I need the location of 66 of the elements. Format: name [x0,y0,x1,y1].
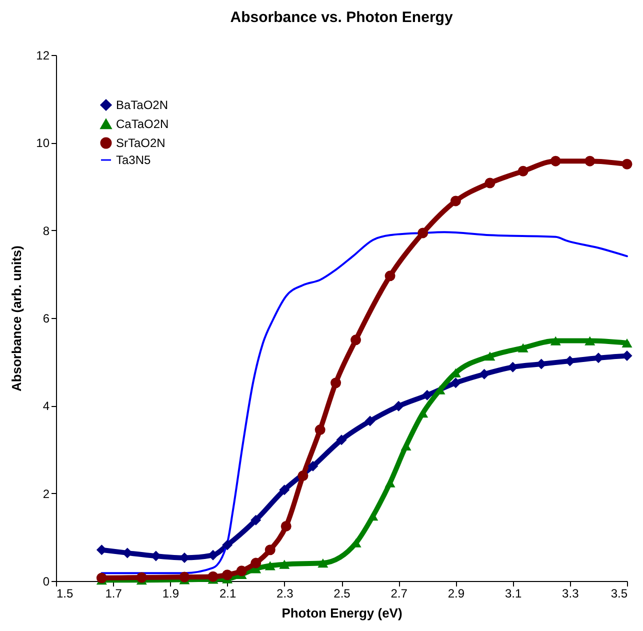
point [222,540,233,550]
point [550,156,561,166]
point [418,228,428,238]
x-tick-label: 2.7 [390,586,408,600]
y-tick-label: 0 [42,574,50,588]
y-tick-label: 8 [42,224,50,238]
chart-title: Absorbance vs. Photon Energy [230,9,454,26]
point [136,572,147,583]
x-tick-label: 1.5 [56,586,74,600]
point [484,178,496,188]
point [330,378,342,388]
point [279,560,290,569]
point [350,334,362,346]
y-axis-title: Absorbance (arb. units) [9,246,24,392]
point [179,572,190,582]
point [384,270,396,282]
point [298,470,308,482]
legend-label: Ta3N5 [116,153,152,167]
point [208,571,218,582]
point [336,434,347,446]
x-tick-label: 1.7 [105,586,122,600]
point [264,544,276,556]
x-tick-label: 2.1 [219,586,236,600]
point [264,561,276,570]
x-axis-title: Photon Energy (eV) [282,606,402,620]
point [450,196,461,206]
legend-label: SrTaO2N [116,136,166,150]
point [364,416,376,426]
point [622,338,632,348]
y-tick-label: 10 [36,136,50,150]
y-tick-label: 6 [42,312,50,326]
point [584,156,596,166]
x-tick-label: 2.5 [334,586,351,600]
point [450,378,461,388]
x-tick-label: 3.5 [610,586,628,600]
point [280,520,292,532]
x-tick-label: 2.9 [448,586,465,600]
point [422,390,432,400]
point [279,484,290,496]
point [622,158,632,170]
x-tick-label: 1.9 [162,586,180,600]
point [236,566,247,576]
legend-label: BaTaO2N [116,98,168,112]
point [250,514,262,526]
point [250,558,262,568]
point [518,166,528,176]
point [584,336,596,346]
point [479,368,490,380]
point [484,352,496,361]
point [222,570,233,580]
x-tick-label: 3.1 [504,586,522,600]
y-tick-label: 2 [42,486,50,501]
point [418,408,428,418]
point [393,400,404,412]
legend-label: CaTaO2N [116,117,169,131]
point [518,343,528,352]
point [550,336,561,346]
x-tick-label: 3.3 [562,586,580,600]
y-tick-label: 12 [36,48,50,62]
x-tick-label: 2.3 [276,586,294,600]
y-tick-label: 4 [42,399,50,414]
point [308,460,318,472]
point [368,512,378,521]
point [318,558,328,568]
point [314,424,326,436]
point [96,572,107,584]
